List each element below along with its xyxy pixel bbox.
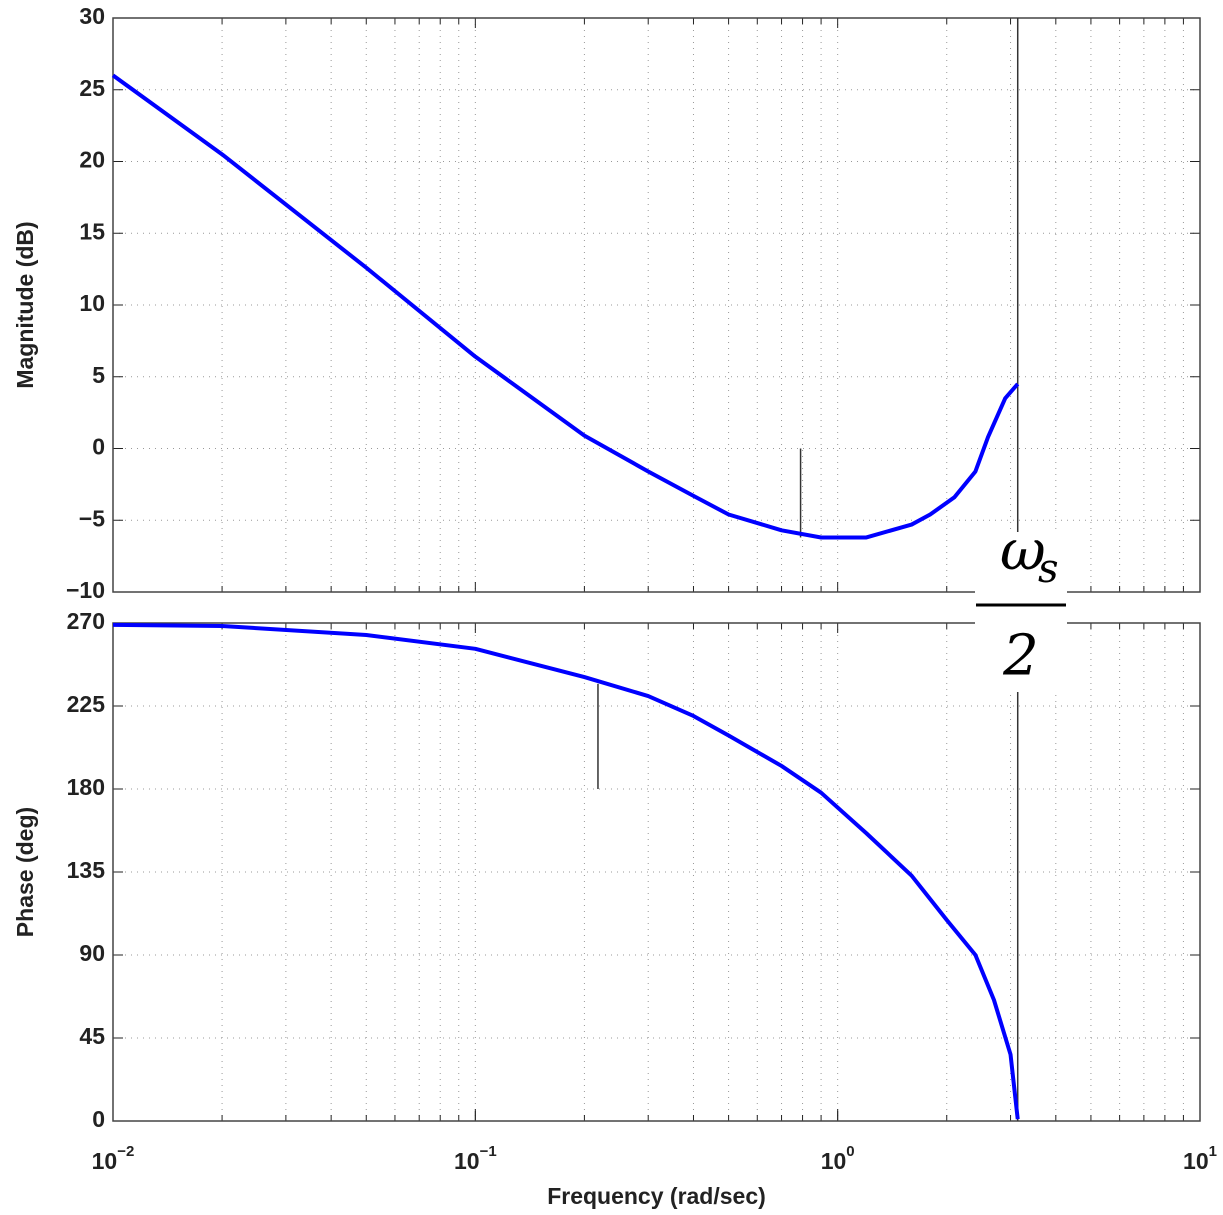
y-tick-label: 90 (79, 940, 105, 966)
y-axis-label: Magnitude (dB) (12, 221, 38, 388)
y-tick-label: 5 (92, 362, 105, 388)
tick-exponent: −1 (480, 1143, 497, 1160)
x-tick-label: 10−2 (92, 1143, 135, 1174)
x-tick-label: 100 (821, 1143, 855, 1174)
annotation-symbol: ω (1000, 519, 1046, 584)
y-tick-label: 25 (79, 75, 105, 101)
data-line (112, 622, 1020, 1120)
annotation: ω s 2 (975, 519, 1067, 692)
y-tick-label: 270 (67, 608, 105, 634)
x-tick-label: 10−1 (454, 1143, 497, 1174)
annotation-bg (975, 532, 1067, 692)
y-tick-label: 0 (92, 1106, 105, 1132)
data-line (111, 73, 1020, 540)
plot-frame (112, 17, 1201, 593)
y-tick-label: 225 (67, 691, 106, 717)
tick-exponent: −2 (117, 1143, 134, 1160)
tick-base: 10 (92, 1148, 118, 1174)
tick-exponent: 1 (1209, 1143, 1217, 1160)
y-tick-label: 20 (79, 147, 105, 173)
y-tick-label: −5 (79, 505, 105, 531)
tick-base: 10 (1183, 1148, 1209, 1174)
tick-base: 10 (454, 1148, 480, 1174)
annotation-subscript: s (1038, 546, 1059, 592)
y-axis-label: Phase (deg) (12, 807, 38, 937)
y-tick-label: 180 (67, 774, 105, 800)
y-tick-label: 135 (67, 857, 106, 883)
y-tick-label: −10 (66, 577, 105, 603)
y-tick-label: 10 (79, 290, 105, 316)
x-axis-label: Frequency (rad/sec) (547, 1183, 766, 1209)
y-tick-label: 0 (92, 434, 105, 460)
tick-exponent: 0 (846, 1143, 854, 1160)
x-tick-label: 101 (1183, 1143, 1217, 1174)
y-tick-label: 45 (79, 1023, 105, 1049)
annotation-denominator: 2 (1002, 624, 1039, 689)
plot-frame (112, 622, 1201, 1122)
y-tick-label: 15 (79, 218, 105, 244)
tick-base: 10 (821, 1148, 847, 1174)
y-tick-label: 30 (79, 3, 105, 29)
